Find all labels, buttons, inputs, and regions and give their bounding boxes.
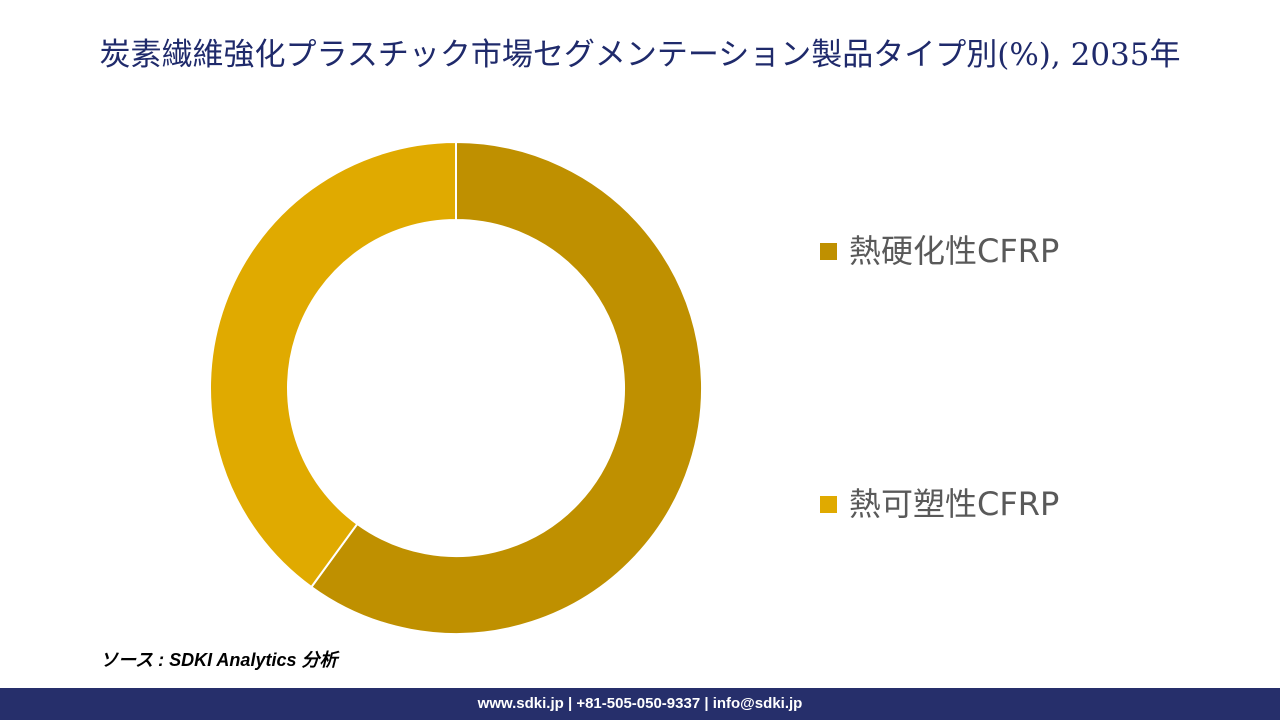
footer: www.sdki.jp | +81-505-050-9337 | info@sd… [0,688,1280,720]
donut-segment [310,140,703,635]
legend-label: 熱硬化性CFRP [849,232,1059,270]
source: ソース : SDKI Analytics 分析 [100,650,338,670]
legend-swatch [820,243,837,260]
chart-title: 炭素繊維強化プラスチック市場セグメンテーション製品タイプ別(%), 2035年 [99,37,1181,73]
donut-segment [209,140,457,589]
legend-swatch [820,496,837,513]
legend-label: 熱可塑性CFRP [849,485,1059,523]
chart: 熱硬化性CFRP 熱可塑性CFRP [209,140,1059,635]
